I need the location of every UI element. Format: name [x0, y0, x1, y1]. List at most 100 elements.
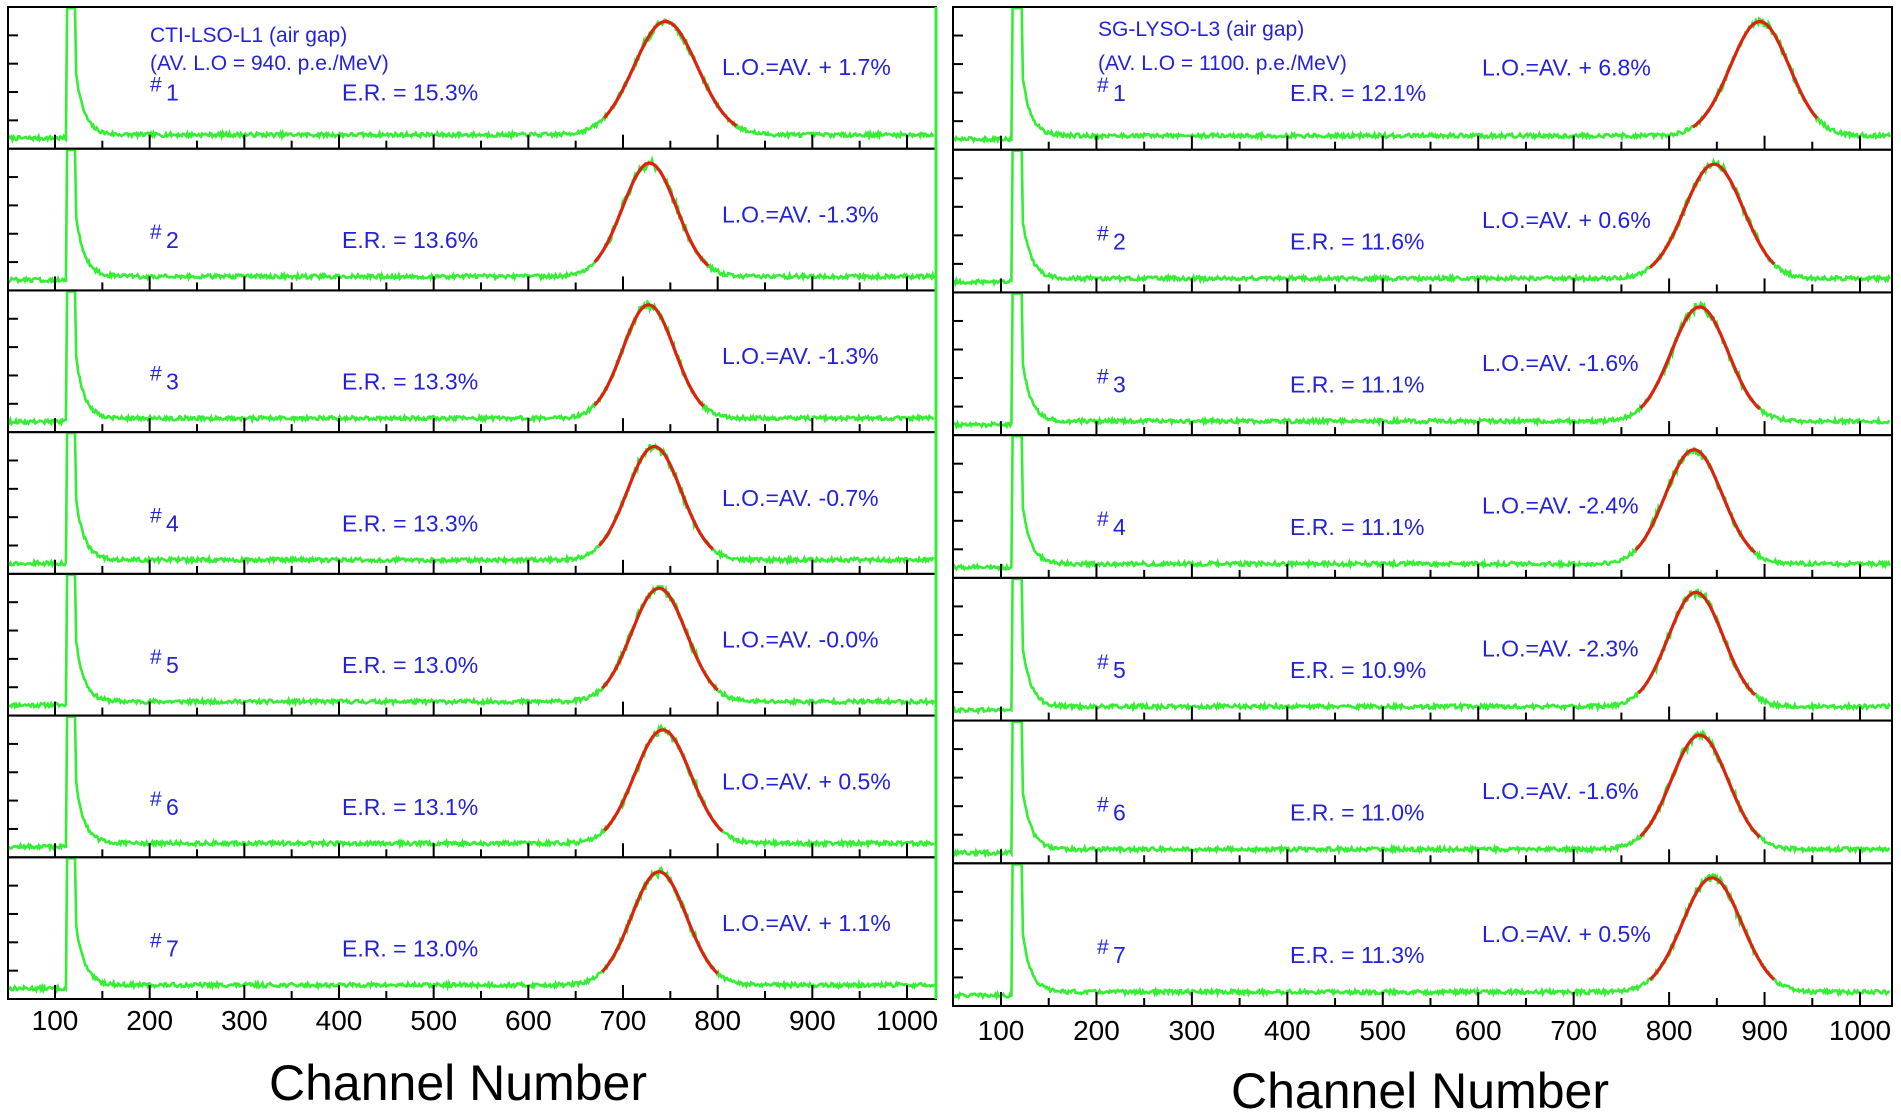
x-tick-label: 400 — [316, 1005, 363, 1036]
x-axis-title: Channel Number — [269, 1055, 647, 1111]
panel-4: #4 E.R. = 13.3% L.O.=AV. -0.7% — [7, 431, 937, 575]
panel-5: #5 E.R. = 13.0% L.O.=AV. -0.0% — [7, 572, 937, 717]
chart-title: CTI-LSO-L1 (air gap) — [150, 24, 347, 47]
spectrum-line-2 — [7, 148, 936, 285]
panel-6: #6 E.R. = 11.0% L.O.=AV. -1.6% — [951, 719, 1893, 865]
chart-title: SG-LYSO-L3 (air gap) — [1098, 18, 1304, 41]
light-output-label: L.O.=AV. + 6.8% — [1482, 55, 1651, 81]
spectrum-line-4 — [7, 431, 935, 569]
gaussian-fit-6 — [1639, 733, 1761, 839]
panel-number: 4 — [166, 510, 179, 536]
panel-number: 7 — [166, 935, 179, 961]
light-output-label: L.O.=AV. + 1.7% — [722, 54, 891, 80]
panel-number: 2 — [166, 227, 179, 253]
gaussian-fit-5 — [601, 586, 719, 692]
x-tick-label: 300 — [221, 1005, 268, 1036]
panel-number-hash: # — [150, 929, 162, 952]
panel-number: 5 — [1113, 657, 1126, 683]
panel-number: 3 — [166, 369, 179, 395]
panel-number-hash: # — [1097, 936, 1109, 959]
spectrum-line-5 — [951, 577, 1891, 716]
x-tick-label: 1000 — [876, 1005, 938, 1036]
spectrum-line-3 — [952, 292, 1891, 431]
gaussian-fit-5 — [1637, 590, 1757, 697]
light-output-label: L.O.=AV. -2.3% — [1482, 635, 1639, 661]
light-output-label: L.O.=AV. -1.6% — [1482, 778, 1639, 804]
gaussian-fit-1 — [1692, 20, 1819, 129]
panel-7: #7 E.R. = 13.0% L.O.=AV. + 1.1% — [7, 856, 937, 1000]
energy-resolution-label: E.R. = 11.6% — [1290, 229, 1424, 255]
panel-1: #1 E.R. = 15.3% L.O.=AV. + 1.7% — [6, 6, 937, 150]
panel-2: #2 E.R. = 13.6% L.O.=AV. -1.3% — [7, 147, 937, 292]
panel-1: #1 E.R. = 12.1% L.O.=AV. + 6.8% — [952, 6, 1893, 151]
panel-frame-5 — [952, 576, 1893, 722]
panel-frame-3 — [952, 291, 1893, 437]
spectrum-line-7 — [7, 856, 935, 995]
chart-subtitle: (AV. L.O = 1100. p.e./MeV) — [1098, 52, 1347, 75]
spectrum-line-4 — [952, 434, 1892, 572]
panel-number-hash: # — [1097, 223, 1109, 246]
gaussian-fit-2 — [1649, 162, 1776, 269]
energy-resolution-label: E.R. = 13.6% — [342, 227, 478, 253]
panel-frame-7 — [952, 862, 1893, 1007]
x-tick-label: 700 — [1550, 1015, 1597, 1046]
panel-number-hash: # — [150, 788, 162, 811]
gaussian-fit-1 — [602, 19, 738, 128]
x-tick-label: 100 — [978, 1015, 1025, 1046]
right-chart-sg-lyso: SG-LYSO-L3 (air gap) (AV. L.O = 1100. p.e… — [951, 6, 1893, 1115]
spectrum-line-6 — [951, 720, 1891, 859]
panel-5: #5 E.R. = 10.9% L.O.=AV. -2.3% — [951, 576, 1893, 722]
panel-number-hash: # — [150, 363, 162, 386]
x-tick-label: 100 — [32, 1005, 79, 1036]
energy-resolution-label: E.R. = 12.1% — [1290, 80, 1426, 106]
light-output-label: L.O.=AV. -1.3% — [722, 343, 879, 369]
spectrum-line-1 — [6, 6, 934, 144]
gaussian-fit-7 — [601, 870, 719, 975]
panel-number-hash: # — [1097, 508, 1109, 531]
light-output-label: L.O.=AV. + 0.5% — [722, 768, 891, 794]
x-tick-label: 600 — [1455, 1015, 1502, 1046]
left-chart-cti-lso: CTI-LSO-L1 (air gap) (AV. L.O = 940. p.e.… — [6, 6, 938, 1111]
x-tick-label: 200 — [126, 1005, 173, 1036]
panel-3: #3 E.R. = 13.3% L.O.=AV. -1.3% — [7, 289, 937, 434]
panel-number-hash: # — [150, 504, 162, 527]
panel-number: 6 — [1113, 799, 1126, 825]
x-tick-label: 700 — [600, 1005, 647, 1036]
panel-number-hash: # — [150, 74, 162, 97]
gaussian-fit-3 — [593, 303, 705, 408]
energy-resolution-label: E.R. = 10.9% — [1290, 657, 1426, 683]
x-tick-label: 900 — [1741, 1015, 1788, 1046]
panel-number-hash: # — [1097, 793, 1109, 816]
panel-number: 3 — [1113, 371, 1126, 397]
x-tick-label: 800 — [694, 1005, 741, 1036]
gaussian-fit-4 — [598, 444, 715, 551]
x-tick-label: 200 — [1073, 1015, 1120, 1046]
panel-3: #3 E.R. = 11.1% L.O.=AV. -1.6% — [952, 291, 1893, 437]
light-output-label: L.O.=AV. + 0.6% — [1482, 207, 1651, 233]
energy-resolution-label: E.R. = 11.3% — [1290, 942, 1424, 968]
energy-resolution-label: E.R. = 13.3% — [342, 369, 478, 395]
spectrum-line-5 — [7, 573, 935, 711]
gaussian-fit-6 — [602, 728, 724, 833]
light-output-label: L.O.=AV. -2.4% — [1482, 493, 1639, 519]
x-tick-label: 300 — [1169, 1015, 1216, 1046]
panel-number-hash: # — [1097, 651, 1109, 674]
panel-number: 4 — [1113, 514, 1126, 540]
chart-subtitle: (AV. L.O = 940. p.e./MeV) — [150, 52, 389, 75]
energy-resolution-label: E.R. = 11.0% — [1290, 799, 1424, 825]
x-tick-label: 1000 — [1829, 1015, 1891, 1046]
light-output-label: L.O.=AV. -1.6% — [1482, 350, 1639, 376]
x-tick-label: 600 — [505, 1005, 552, 1036]
light-output-label: L.O.=AV. -1.3% — [722, 201, 879, 227]
panel-frame-6 — [952, 719, 1893, 865]
panel-frame-4 — [952, 434, 1893, 579]
panel-number-hash: # — [1097, 74, 1109, 97]
panel-number: 5 — [166, 652, 179, 678]
spectrum-line-3 — [7, 290, 935, 427]
energy-resolution-label: E.R. = 11.1% — [1290, 371, 1424, 397]
x-tick-label: 500 — [1359, 1015, 1406, 1046]
panel-number-hash: # — [150, 221, 162, 244]
x-tick-label: 900 — [789, 1005, 836, 1036]
x-tick-label: 800 — [1646, 1015, 1693, 1046]
